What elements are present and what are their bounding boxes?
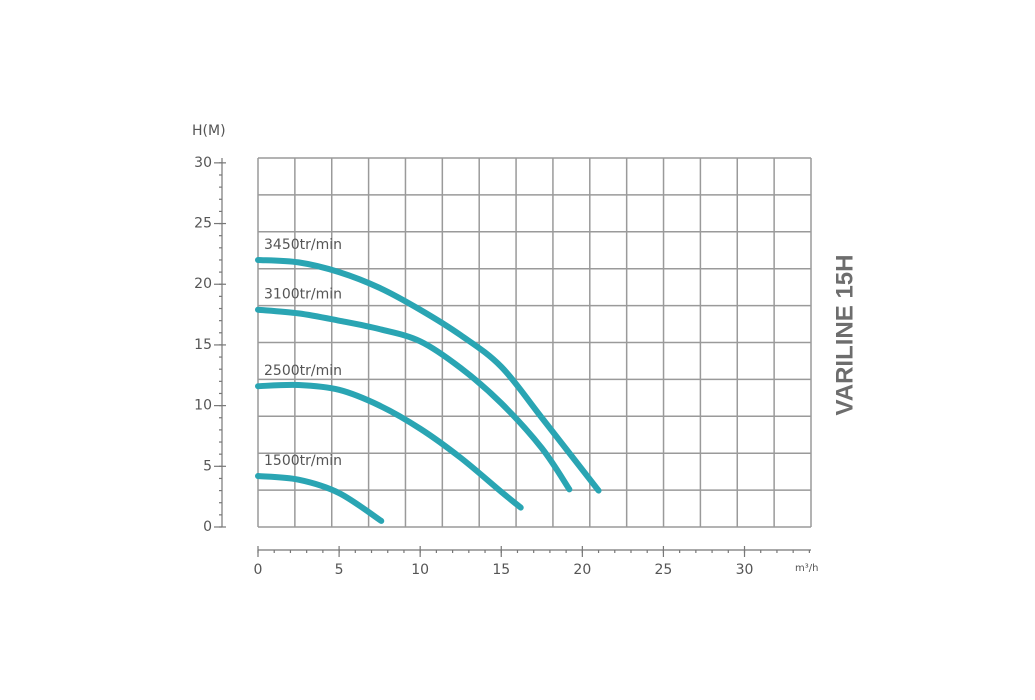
x-tick-label: 20	[573, 562, 591, 578]
y-tick-label: 25	[194, 216, 212, 232]
y-tick-label: 0	[203, 519, 212, 535]
y-tick-label: 20	[194, 276, 212, 292]
y-tick-label: 5	[203, 458, 212, 474]
chart-title: VARILINE 15H	[831, 255, 858, 416]
curve	[255, 473, 385, 524]
x-tick-label: 15	[492, 562, 510, 578]
series-label: 3100tr/min	[264, 287, 342, 303]
x-tick-label: 30	[736, 562, 754, 578]
x-axis-label: m³/h	[795, 563, 818, 574]
series-label: 2500tr/min	[264, 363, 342, 379]
y-tick-label: 10	[194, 398, 212, 414]
series-label: 1500tr/min	[264, 453, 342, 469]
y-axis-label: H(M)	[192, 123, 226, 139]
y-tick-label: 15	[194, 337, 212, 353]
y-tick-label: 30	[194, 155, 212, 171]
x-tick-label: 10	[411, 562, 429, 578]
x-tick-label: 0	[254, 562, 263, 578]
curve	[255, 256, 602, 494]
curve	[255, 306, 573, 493]
x-tick-label: 25	[655, 562, 673, 578]
series-label: 3450tr/min	[264, 237, 342, 253]
x-tick-label: 5	[335, 562, 344, 578]
curve	[255, 381, 524, 511]
